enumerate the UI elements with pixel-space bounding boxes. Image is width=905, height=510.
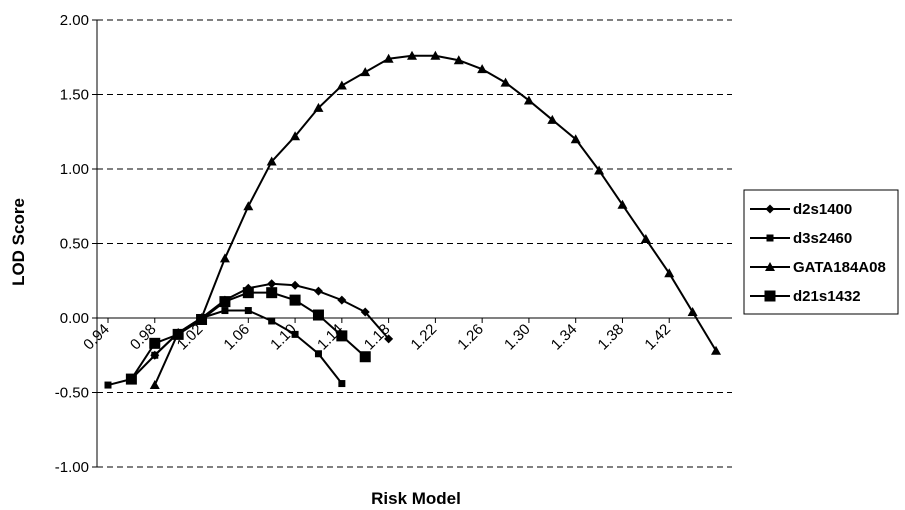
y-tick-labels: 2.00 1.50 1.00 0.50 0.00 -0.50 -1.00: [55, 12, 89, 476]
data-point: [384, 334, 394, 344]
data-point: [383, 53, 394, 63]
data-point: [617, 199, 628, 209]
data-point: [407, 50, 417, 60]
legend-label: d3s2460: [793, 230, 852, 247]
x-tick-label: 1.22: [408, 321, 441, 354]
data-point: [149, 337, 161, 349]
y-tick-label: 1.50: [60, 87, 89, 104]
data-point: [523, 95, 534, 105]
data-point: [453, 55, 464, 65]
series-gata184a08: [149, 50, 721, 390]
data-point: [104, 381, 112, 389]
data-point: [336, 80, 347, 90]
data-point: [640, 234, 651, 244]
data-point: [359, 351, 371, 363]
data-point: [243, 201, 254, 211]
data-point: [314, 350, 322, 358]
x-tick-label: 1.26: [454, 321, 487, 354]
data-point: [219, 253, 230, 263]
data-point: [266, 156, 277, 166]
y-tick-label: 2.00: [60, 12, 89, 29]
x-tick-label: 1.06: [220, 321, 253, 354]
legend-marker: [766, 234, 774, 242]
data-point: [151, 351, 159, 359]
legend-marker: [764, 290, 776, 302]
legend-entry-gata184a08: GATA184A08: [750, 259, 886, 276]
data-point: [266, 287, 278, 299]
x-tick-label: 1.42: [641, 321, 674, 354]
y-tick-label: 0.50: [60, 236, 89, 253]
data-point: [664, 268, 675, 278]
data-point: [290, 280, 300, 290]
legend-label: d21s1432: [793, 288, 861, 305]
data-point: [290, 131, 301, 141]
legend-marker: [765, 204, 775, 214]
data-point: [291, 330, 299, 338]
series-d21s1432: [125, 287, 371, 385]
data-point: [500, 77, 511, 87]
x-tick-label: 1.30: [501, 321, 534, 354]
legend-label: GATA184A08: [793, 259, 886, 276]
grid-lines: [92, 19, 732, 468]
legend-label: d2s1400: [793, 201, 852, 218]
x-tick-label: 1.34: [548, 321, 581, 354]
x-tick-label: 1.38: [595, 321, 628, 354]
data-point: [125, 373, 137, 385]
legend-marker: [765, 262, 775, 271]
legend-entry-d21s1432: d21s1432: [750, 288, 861, 305]
data-point: [336, 330, 348, 342]
y-tick-label: -0.50: [55, 385, 89, 402]
x-axis-title: Risk Model: [371, 489, 461, 508]
legend-entry-d2s1400: d2s1400: [750, 201, 852, 218]
legend: d2s1400 d3s2460 GATA184A08 d21s1432: [743, 189, 899, 315]
legend-entry-d3s2460: d3s2460: [750, 230, 852, 247]
y-tick-label: -1.00: [55, 459, 89, 476]
data-point: [360, 307, 370, 317]
data-point: [313, 102, 324, 112]
data-point: [594, 165, 605, 175]
data-point: [360, 67, 371, 77]
data-point: [244, 307, 252, 315]
y-tick-label: 1.00: [60, 161, 89, 178]
data-point: [430, 50, 441, 60]
data-point: [267, 279, 277, 289]
data-point: [711, 345, 721, 355]
data-point: [149, 380, 160, 390]
series: [104, 50, 721, 390]
data-point: [289, 294, 301, 306]
data-point: [196, 313, 208, 325]
y-axis-title: LOD Score: [9, 198, 28, 286]
data-point: [221, 307, 229, 315]
data-point: [312, 309, 324, 321]
data-point: [687, 307, 698, 317]
data-point: [219, 296, 231, 308]
data-point: [337, 295, 347, 305]
data-point: [338, 380, 346, 388]
data-point: [172, 328, 184, 340]
data-point: [570, 134, 581, 144]
data-point: [547, 114, 558, 124]
data-point: [242, 287, 254, 299]
data-point: [268, 317, 276, 325]
y-tick-label: 0.00: [60, 310, 89, 327]
data-point: [477, 64, 488, 74]
data-point: [313, 286, 323, 296]
